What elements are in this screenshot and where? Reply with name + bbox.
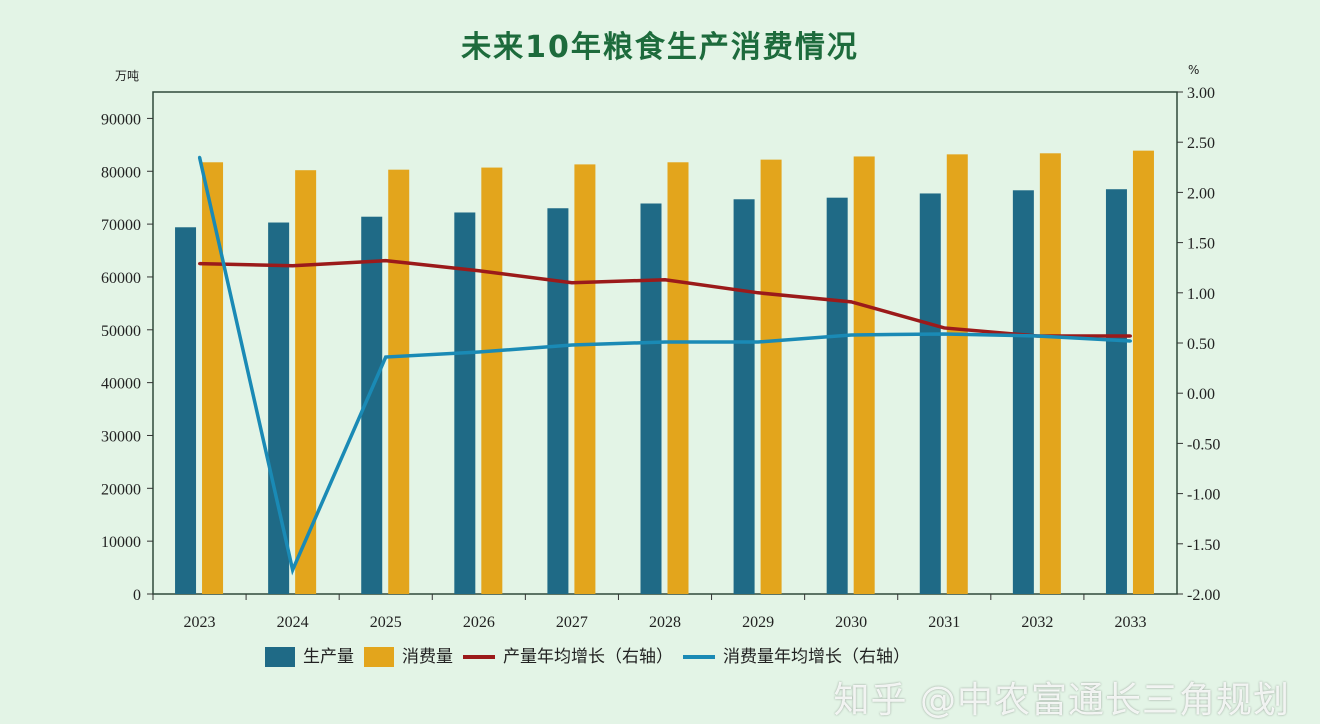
left-tick-label: 70000 (101, 217, 141, 234)
point-production-growth-2027 (570, 281, 574, 285)
left-tick-label: 20000 (101, 481, 141, 498)
right-tick-label: 3.00 (1187, 85, 1215, 102)
bar-consumption-2024 (295, 170, 317, 595)
bar-consumption-2023 (202, 162, 224, 594)
left-tick-label: 90000 (101, 111, 141, 128)
left-axis-unit: 万吨 (115, 69, 139, 83)
left-tick-label: 60000 (101, 270, 141, 287)
right-tick-label: -1.00 (1187, 487, 1220, 504)
legend-swatch (364, 647, 394, 667)
right-tick-label: 0.00 (1187, 386, 1215, 403)
bar-production-2026 (454, 212, 476, 595)
line-consumption-growth (197, 156, 1131, 576)
right-tick-label: -0.50 (1187, 436, 1220, 453)
bar-consumption-2029 (760, 159, 782, 595)
point-consumption-growth-2024 (291, 568, 295, 572)
x-tick-label: 2031 (928, 614, 960, 631)
x-tick-label: 2025 (370, 614, 402, 631)
bar-consumption-2025 (388, 169, 410, 594)
x-tick-label: 2032 (1021, 614, 1053, 631)
point-consumption-growth-2033 (1128, 339, 1132, 343)
left-tick-label: 50000 (101, 323, 141, 340)
point-production-growth-2031 (942, 326, 946, 330)
legend-swatch (683, 655, 715, 659)
watermark: 知乎 @中农富通长三角规划 (833, 680, 1290, 721)
bar-consumption-2026 (481, 167, 503, 594)
bar-production-2025 (361, 216, 383, 594)
x-tick-label: 2033 (1114, 614, 1146, 631)
x-tick-label: 2029 (742, 614, 774, 631)
x-tick-label: 2027 (556, 614, 588, 631)
chart-title: 未来10年粮食生产消费情况 (461, 30, 859, 65)
bar-consumption-2028 (667, 162, 689, 594)
point-production-growth-2029 (756, 291, 760, 295)
left-tick-label: 80000 (101, 164, 141, 181)
point-production-growth-2030 (849, 300, 853, 304)
point-production-growth-2026 (477, 269, 481, 273)
point-production-growth-2028 (663, 278, 667, 282)
point-production-growth-2025 (384, 259, 388, 263)
point-consumption-growth-2027 (570, 343, 574, 347)
left-tick-label: 30000 (101, 428, 141, 445)
legend-swatch (463, 655, 495, 659)
point-consumption-growth-2028 (663, 340, 667, 344)
bar-consumption-2030 (853, 156, 875, 595)
right-tick-label: 1.50 (1187, 236, 1215, 253)
x-tick-label: 2028 (649, 614, 681, 631)
bar-production-2033 (1105, 189, 1127, 594)
legend-label: 消费量 (402, 647, 453, 667)
left-tick-label: 0 (133, 587, 141, 604)
right-tick-label: 2.00 (1187, 185, 1215, 202)
legend-item-production-growth: 产量年均增长（右轴） (463, 646, 673, 668)
bar-consumption-2033 (1132, 150, 1154, 595)
bar-consumption-2031 (946, 154, 968, 594)
line-production-growth (199, 258, 1131, 338)
legend: 生产量 消费量 产量年均增长（右轴） 消费量年均增长（右轴） (265, 646, 920, 668)
point-consumption-growth-2025 (384, 355, 388, 359)
point-consumption-growth-2030 (849, 333, 853, 337)
x-tick-label: 2023 (184, 614, 216, 631)
point-production-growth-2033 (1128, 334, 1132, 338)
bar-production-2028 (640, 203, 662, 595)
right-tick-label: 0.50 (1187, 336, 1215, 353)
legend-item-consumption: 消费量 (364, 646, 453, 668)
bar-production-2029 (733, 199, 755, 594)
legend-item-consumption-growth: 消费量年均增长（右轴） (683, 646, 910, 668)
left-tick-label: 40000 (101, 376, 141, 393)
legend-label: 产量年均增长（右轴） (503, 647, 673, 667)
point-consumption-growth-2023 (198, 155, 202, 159)
right-tick-label: -2.00 (1187, 587, 1220, 604)
right-axis-unit: % (1188, 63, 1199, 77)
legend-label: 消费量年均增长（右轴） (723, 647, 910, 667)
bar-production-2031 (919, 193, 941, 594)
legend-item-production: 生产量 (265, 646, 354, 668)
bar-production-2024 (268, 222, 290, 594)
x-tick-label: 2026 (463, 614, 495, 631)
legend-label: 生产量 (303, 647, 354, 667)
point-consumption-growth-2031 (942, 332, 946, 336)
bar-production-2023 (175, 227, 197, 594)
x-tick-label: 2024 (277, 614, 309, 631)
bar-production-2030 (826, 197, 848, 594)
point-consumption-growth-2029 (756, 340, 760, 344)
right-tick-label: 1.00 (1187, 286, 1215, 303)
right-tick-label: 2.50 (1187, 135, 1215, 152)
bar-consumption-2032 (1039, 153, 1061, 594)
left-tick-label: 10000 (101, 534, 141, 551)
point-production-growth-2024 (291, 264, 295, 268)
right-tick-label: -1.50 (1187, 537, 1220, 554)
bar-production-2027 (547, 208, 569, 594)
x-tick-label: 2030 (835, 614, 867, 631)
point-consumption-growth-2026 (477, 350, 481, 354)
point-production-growth-2023 (198, 262, 202, 266)
legend-swatch (265, 647, 295, 667)
bar-consumption-2027 (574, 164, 596, 594)
point-consumption-growth-2032 (1035, 334, 1039, 338)
bar-production-2032 (1012, 190, 1034, 594)
